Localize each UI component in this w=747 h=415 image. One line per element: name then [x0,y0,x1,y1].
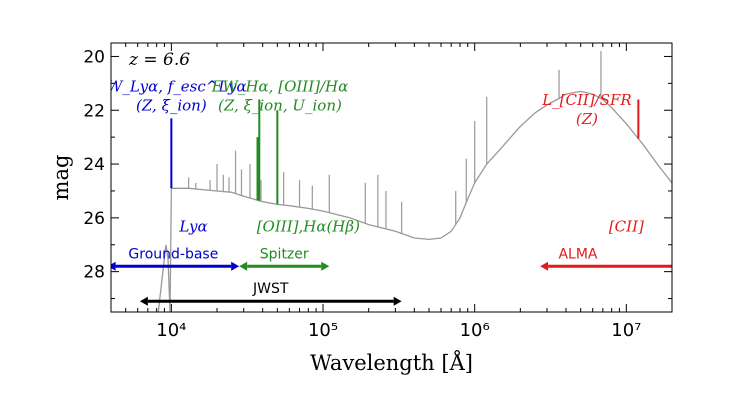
range-head-left [540,261,549,271]
y-tick-label: 28 [83,263,105,283]
y-tick-label: 24 [83,155,105,175]
range-arrow-jwst: JWST [139,281,402,306]
annotation-3: Lyα [178,217,207,235]
annotation-line: EW_Lyα, f_esc^Lyα [95,77,247,95]
x-tick-label: 10⁵ [308,320,338,341]
y-axis-label: mag [49,155,73,201]
annotation-line: (Z, ξ_ion) [136,96,207,114]
range-head-left [239,261,248,271]
annotation-line: [CII] [609,217,644,235]
range-label: JWST [252,281,289,297]
annotation-0: EW_Lyα, f_esc^Lyα (Z, ξ_ion) [95,77,247,114]
x-tick-label: 10⁷ [611,320,641,341]
spectrum-line-0 [157,90,672,312]
annotation-line: Lyα [178,217,207,235]
y-tick-label: 22 [83,101,105,121]
annotation-line: L_[CII]/SFR [541,91,632,109]
y-tick-label: 20 [83,47,105,67]
plot-area: Ground-base Spitzer JWST ALMA EW_Lyα, f_esc^… [95,51,672,312]
annotation-1: EW_Hα, [OIII]/Hα (Z, ξ_ion, U_ion) [211,77,349,114]
annotation-line: (Z, ξ_ion, U_ion) [218,96,342,114]
range-head-right [231,261,240,271]
axis-ticks: 20 22 24 26 28 10⁴ 10⁵ 10⁶ 10⁷ [83,43,673,341]
range-head-left [139,296,148,306]
range-label: Spitzer [260,246,309,262]
range-head-right [393,296,402,306]
x-tick-label: 10⁴ [156,320,186,341]
annotation-5: [CII] [609,217,644,235]
x-tick-label: 10⁶ [460,320,490,341]
range-arrow-ground-base: Ground-base [111,246,240,271]
range-label: Ground-base [128,246,218,262]
annotation-line: (Z) [576,110,598,128]
x-axis-label: Wavelength [Å] [310,350,473,375]
y-tick-label: 26 [83,209,105,229]
range-label: ALMA [558,246,597,262]
annotation-4: [OIII],Hα(Hβ) [257,217,360,235]
range-head-right [321,261,330,271]
annotation-line: [OIII],Hα(Hβ) [257,217,360,235]
annotation-2: L_[CII]/SFR (Z) [541,91,632,128]
redshift-label: z = 6.6 [128,50,190,70]
range-arrow-spitzer: Spitzer [239,246,330,271]
range-head-left [111,261,116,271]
plot-frame [110,42,673,313]
annotation-line: EW_Hα, [OIII]/Hα [211,77,349,95]
range-arrow-alma: ALMA [540,246,672,271]
